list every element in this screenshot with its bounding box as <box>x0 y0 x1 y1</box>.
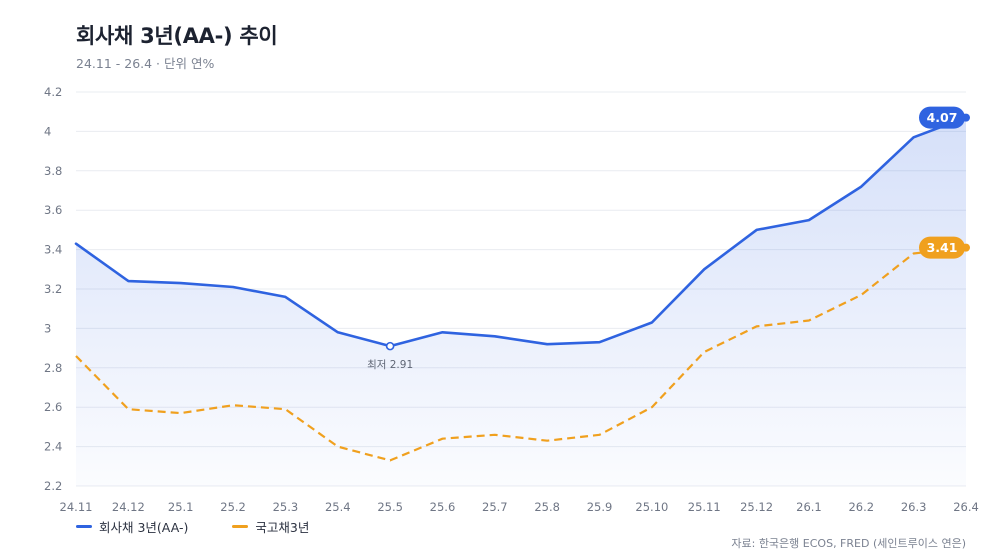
x-tick-label: 25.4 <box>325 500 351 514</box>
min-point-marker <box>385 341 395 351</box>
y-tick-label: 2.2 <box>44 479 62 493</box>
x-tick-label: 25.8 <box>534 500 560 514</box>
y-tick-label: 2.8 <box>44 361 62 375</box>
legend-swatch-corporate <box>76 525 92 528</box>
legend-item-corporate[interactable]: 회사채 3년(AA-) <box>76 517 188 536</box>
y-tick-label: 3 <box>44 321 51 335</box>
x-tick-label: 24.11 <box>60 500 93 514</box>
source-note: 자료: 한국은행 ECOS, FRED (세인트루이스 연은) <box>731 537 966 550</box>
x-tick-label: 25.7 <box>482 500 508 514</box>
corporate-end-label: 4.07 <box>927 110 958 125</box>
y-tick-label: 3.4 <box>44 243 62 257</box>
legend-label-corporate: 회사채 3년(AA-) <box>99 520 189 535</box>
x-tick-label: 25.6 <box>430 500 456 514</box>
legend: 회사채 3년(AA-) 국고채3년 <box>76 517 309 536</box>
x-tick-label: 25.2 <box>220 500 246 514</box>
y-tick-label: 4.2 <box>44 85 62 99</box>
series-line-treasury <box>75 246 967 462</box>
x-tick-label: 25.11 <box>688 500 721 514</box>
y-tick-label: 3.6 <box>44 203 62 217</box>
legend-label-treasury: 국고채3년 <box>255 520 310 535</box>
corporate-end-pill <box>919 106 965 129</box>
x-tick-label: 25.1 <box>168 500 194 514</box>
area-corporate <box>76 117 966 486</box>
series-lines <box>74 116 968 462</box>
legend-item-treasury[interactable]: 국고채3년 <box>232 517 309 536</box>
area-fill <box>76 117 966 486</box>
chart-title: 회사채 3년(AA-) 추이 <box>76 24 278 48</box>
series-line-corporate <box>74 116 968 348</box>
x-tick-label: 26.2 <box>848 500 874 514</box>
x-tick-label: 24.12 <box>112 500 145 514</box>
y-tick-label: 3.8 <box>44 164 62 178</box>
y-tick-label: 4 <box>44 124 51 138</box>
y-tick-label: 3.2 <box>44 282 62 296</box>
y-tick-label: 2.4 <box>44 440 62 454</box>
x-tick-label: 25.12 <box>740 500 773 514</box>
legend-swatch-treasury <box>232 525 249 528</box>
x-tick-label: 25.9 <box>587 500 613 514</box>
chart-subtitle: 24.11 - 26.4 · 단위 연% <box>76 56 215 71</box>
x-tick-label: 26.1 <box>796 500 822 514</box>
x-tick-label: 25.5 <box>377 500 403 514</box>
x-tick-label: 26.3 <box>901 500 927 514</box>
axis-labels: 2.2 2.4 2.6 2.8 3 3.2 3.4 3.6 3.8 4 4.2 24.11 24.12 2… <box>44 85 979 514</box>
data-labels: 최저 2.91 4.07 3.41 <box>367 106 970 371</box>
x-tick-label: 25.3 <box>273 500 299 514</box>
min-annotation-label: 최저 2.91 <box>367 359 413 371</box>
x-tick-label: 26.4 <box>953 500 979 514</box>
y-tick-label: 2.6 <box>44 400 62 414</box>
treasury-end-label: 3.41 <box>927 240 958 255</box>
x-tick-label: 25.10 <box>635 500 668 514</box>
treasury-end-pill <box>919 236 965 259</box>
